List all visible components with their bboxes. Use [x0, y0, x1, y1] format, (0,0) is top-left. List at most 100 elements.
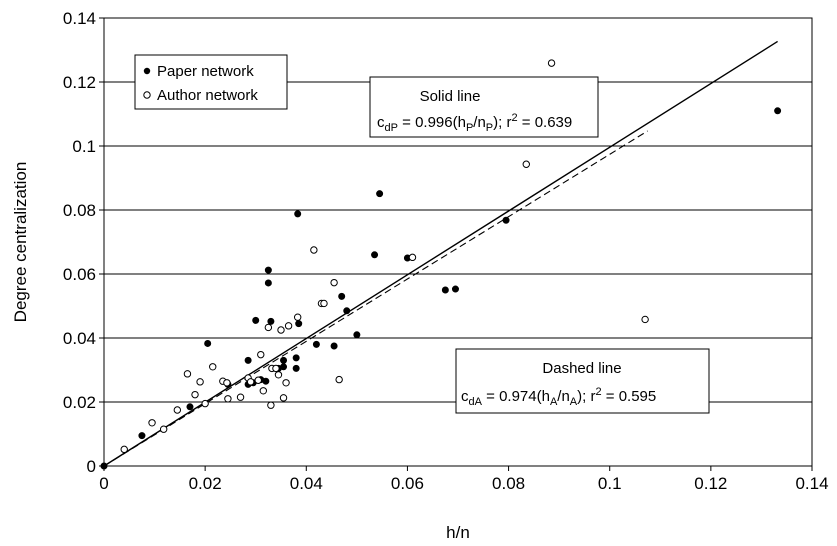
dashed-line-title: Dashed line — [542, 360, 621, 377]
dashed-formula-sup-2: 2 — [595, 386, 601, 398]
author-network-point — [191, 390, 199, 399]
author-network-point — [641, 315, 649, 324]
y-axis-label: Degree centralization — [11, 162, 30, 323]
solid-fit-line — [103, 40, 778, 467]
dashed-line-annotation-box — [455, 348, 710, 414]
author-network-point — [236, 393, 245, 401]
paper-network-point — [280, 356, 288, 364]
solid-formula-part2: = 0.996(h — [398, 114, 466, 131]
solid-formula-part5: = 0.639 — [518, 114, 573, 131]
solid-formula-sup-2: 2 — [511, 112, 517, 124]
dashed-fit-line — [103, 130, 648, 467]
paper-network-point — [451, 285, 459, 293]
author-network-point — [224, 395, 232, 403]
paper-network-point — [262, 377, 270, 385]
paper-network-point — [264, 279, 272, 287]
y-tick-label: 0 — [87, 457, 96, 476]
paper-network-point — [267, 317, 275, 325]
author-network-point — [284, 322, 293, 330]
author-network-point — [547, 59, 556, 67]
x-axis-label: h/n — [446, 523, 470, 542]
dashed-formula-sub-A2: A — [570, 396, 578, 408]
x-axis-ticks: 0 0.02 0.04 0.06 0.08 0.1 0.12 0.14 — [99, 466, 829, 493]
y-tick-label: 0.08 — [63, 201, 96, 220]
author-network-point — [277, 326, 285, 334]
dashed-formula-part2: = 0.974(h — [482, 388, 550, 405]
solid-line-annotation-box — [369, 76, 599, 138]
dashed-formula-c: c — [461, 388, 469, 405]
dashed-line-formula: cdA = 0.974(hA/nA); r2 = 0.595 — [461, 386, 656, 408]
paper-network-point — [204, 339, 212, 347]
x-tick-label: 0.1 — [598, 474, 622, 493]
dashed-formula-part4: ); r — [577, 388, 595, 405]
paper-network-point — [774, 107, 782, 115]
author-network-point — [320, 299, 328, 308]
author-network-point — [522, 160, 530, 168]
x-tick-label: 0 — [99, 474, 108, 493]
plot-area-border — [103, 17, 813, 467]
author-network-point — [274, 371, 283, 379]
y-tick-label: 0.06 — [63, 265, 96, 284]
paper-network-point — [244, 356, 252, 364]
paper-network-point — [376, 190, 384, 198]
fit-lines — [103, 40, 778, 467]
author-network-point — [173, 406, 182, 414]
y-tick-label: 0.1 — [72, 137, 96, 156]
paper-network-point — [343, 307, 351, 315]
author-network-point — [335, 375, 343, 384]
paper-network-point — [280, 363, 288, 371]
x-tick-label: 0.08 — [492, 474, 525, 493]
dashed-formula-part5: = 0.595 — [602, 388, 657, 405]
legend: Paper network Author network — [134, 54, 288, 110]
paper-network-point — [138, 432, 146, 440]
paper-network-point — [371, 251, 379, 259]
paper-network-point — [264, 266, 272, 274]
x-tick-label: 0.04 — [290, 474, 323, 493]
solid-line-title: Solid line — [420, 88, 481, 105]
author-network-point — [148, 419, 156, 427]
author-network-point — [257, 350, 265, 359]
solid-formula-part3: /n — [473, 114, 486, 131]
author-network-point — [282, 379, 290, 387]
paper-network-point — [502, 216, 510, 224]
author-network-point — [264, 323, 273, 332]
author-network-point — [254, 376, 262, 384]
author-network-point — [201, 399, 209, 408]
x-tick-label: 0.02 — [189, 474, 222, 493]
x-tick-label: 0.12 — [694, 474, 727, 493]
paper-network-point — [353, 331, 361, 339]
dashed-formula-sub-dA: dA — [469, 396, 483, 408]
solid-formula-part4: ); r — [493, 114, 511, 131]
author-network-point — [209, 363, 217, 371]
solid-formula-sub-P2: P — [486, 122, 493, 134]
paper-network-point — [338, 292, 346, 300]
y-tick-label: 0.04 — [63, 329, 96, 348]
paper-network-point — [100, 462, 108, 470]
data-points — [100, 59, 782, 470]
paper-network-point — [330, 342, 338, 350]
author-network-point — [293, 313, 302, 321]
y-tick-label: 0.02 — [63, 393, 96, 412]
dashed-line-annotation: Dashed line cdA = 0.974(hA/nA); r2 = 0.5… — [455, 348, 710, 414]
paper-network-point — [441, 286, 449, 294]
author-network-point — [279, 394, 288, 402]
legend-label-author: Author network — [157, 87, 258, 104]
y-tick-label: 0.12 — [63, 73, 96, 92]
x-tick-label: 0.14 — [795, 474, 828, 493]
paper-network-point — [295, 320, 303, 328]
author-network-point — [223, 379, 231, 387]
paper-network-point — [252, 316, 260, 324]
paper-network-point — [186, 403, 194, 411]
y-tick-label: 0.14 — [63, 9, 96, 28]
solid-formula-sub-dP: dP — [385, 122, 398, 134]
author-network-point — [267, 401, 275, 409]
legend-box — [134, 54, 288, 110]
y-axis-ticks: 0 0.02 0.04 0.06 0.08 0.1 0.12 0.14 — [63, 9, 104, 476]
author-network-point — [310, 246, 318, 254]
solid-formula-c: c — [377, 114, 385, 131]
dashed-formula-part3: /n — [557, 388, 570, 405]
solid-formula-sub-P1: P — [466, 122, 473, 134]
paper-network-point — [292, 354, 300, 362]
author-network-point — [183, 370, 192, 378]
solid-line-formula: cdP = 0.996(hP/nP); r2 = 0.639 — [377, 112, 572, 134]
